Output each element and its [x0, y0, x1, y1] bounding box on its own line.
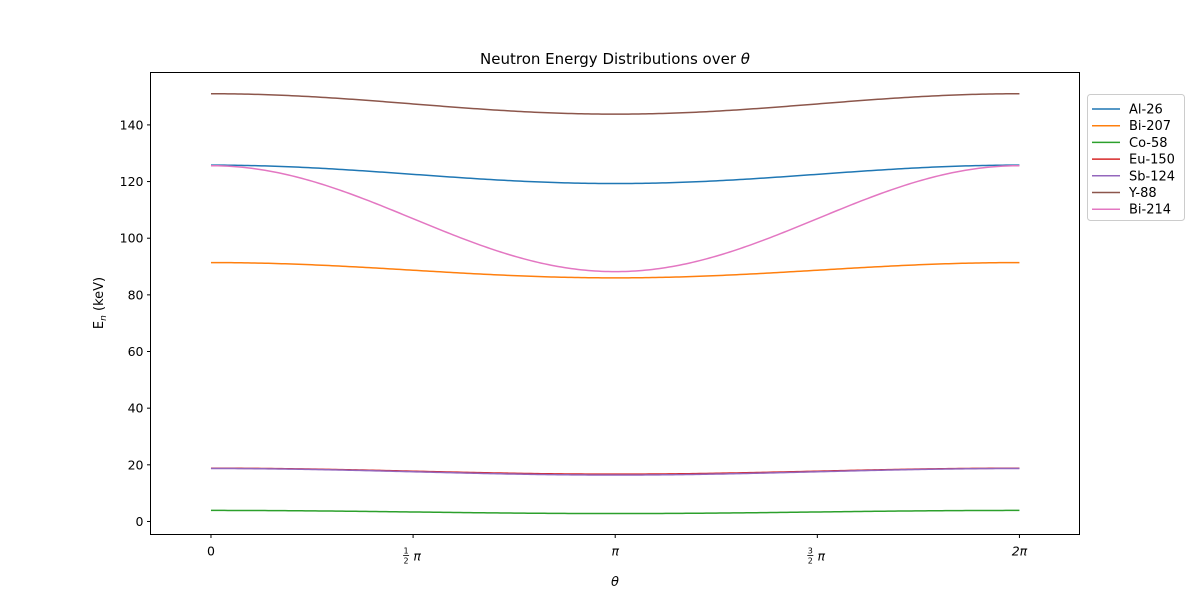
legend-item-y-88: Y-88	[1092, 186, 1157, 201]
svg-text:π: π	[611, 544, 619, 559]
legend-label: Bi-207	[1129, 119, 1171, 134]
legend-label: Sb-124	[1129, 169, 1175, 184]
legend-label: Y-88	[1128, 186, 1157, 201]
x-axis-label: θ	[611, 575, 619, 590]
y-axis-label: En (keV)	[92, 277, 109, 329]
y-tick-label: 100	[120, 231, 144, 246]
y-axis-label-main: E	[92, 321, 107, 329]
series-lines	[210, 92, 1020, 515]
x-tick-label: 2π	[1012, 544, 1028, 559]
chart-title-symbol: θ	[741, 50, 750, 68]
svg-text:2π: 2π	[1012, 544, 1028, 559]
chart-title-text: Neutron Energy Distributions over	[480, 50, 741, 68]
svg-text:1: 1	[404, 547, 409, 556]
series-line-bi-207	[210, 261, 1020, 279]
x-tick-label: 0	[207, 544, 215, 559]
svg-text:3: 3	[808, 547, 813, 556]
x-axis-ticks: 0 12 π π 32 π 2π	[207, 534, 1028, 566]
svg-text:π: π	[818, 549, 826, 564]
series-line-co-58	[210, 509, 1020, 515]
legend-item-bi-214: Bi-214	[1092, 203, 1171, 218]
legend-item-eu-150: Eu-150	[1092, 153, 1175, 168]
y-tick-label: 20	[128, 457, 144, 472]
y-tick-label: 120	[120, 174, 144, 189]
series-line-al-26	[210, 164, 1020, 185]
y-tick-label: 40	[128, 401, 144, 416]
series-line-sb-124	[210, 467, 1020, 476]
chart-title: Neutron Energy Distributions over θ	[480, 50, 750, 68]
y-tick-label: 60	[128, 344, 144, 359]
svg-text:2: 2	[808, 557, 813, 566]
legend-label: Al-26	[1129, 103, 1163, 118]
y-tick-label: 0	[136, 514, 144, 529]
plot-area-frame	[150, 72, 1080, 535]
svg-text:π: π	[413, 549, 421, 564]
x-tick-label: π	[611, 544, 619, 559]
legend-item-co-58: Co-58	[1092, 136, 1168, 151]
svg-text:2: 2	[404, 557, 409, 566]
legend-item-bi-207: Bi-207	[1092, 119, 1171, 134]
x-tick-label: 12 π	[403, 547, 421, 566]
svg-text:0: 0	[207, 544, 215, 559]
series-line-bi-214	[210, 164, 1020, 273]
y-tick-label: 80	[128, 287, 144, 302]
y-axis-label-sub: n	[99, 315, 109, 321]
legend-item-al-26: Al-26	[1092, 103, 1163, 118]
x-tick-label: 32 π	[807, 547, 826, 566]
y-tick-label: 140	[120, 117, 144, 132]
series-line-y-88	[210, 92, 1020, 115]
y-axis-ticks: 0 20 40 60 80 100 120 140	[120, 117, 151, 529]
legend-label: Bi-214	[1129, 203, 1171, 218]
y-axis-label-unit: (keV)	[92, 277, 107, 315]
legend-item-sb-124: Sb-124	[1092, 169, 1175, 184]
legend-label: Eu-150	[1129, 153, 1175, 168]
legend-label: Co-58	[1129, 136, 1168, 151]
